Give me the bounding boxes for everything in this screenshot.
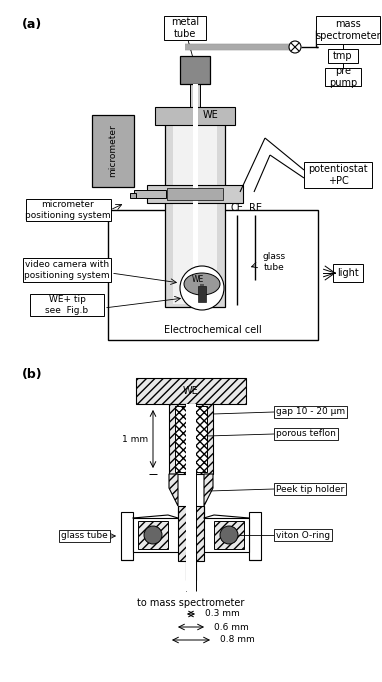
Circle shape: [180, 266, 224, 310]
Bar: [328, 49, 358, 63]
Bar: [134, 190, 166, 198]
Text: (a): (a): [22, 18, 42, 31]
Bar: [30, 294, 104, 316]
Bar: [164, 16, 206, 40]
Text: (b): (b): [22, 368, 43, 381]
Bar: [130, 193, 136, 198]
Bar: [198, 286, 206, 302]
Text: 1 mm: 1 mm: [122, 434, 148, 443]
Text: glass tube: glass tube: [61, 531, 108, 541]
Text: pre
pump: pre pump: [329, 66, 357, 88]
Text: micrometer
positioning system: micrometer positioning system: [25, 201, 111, 220]
Text: gap 10 - 20 μm: gap 10 - 20 μm: [276, 408, 345, 417]
Bar: [121, 512, 133, 560]
Bar: [180, 56, 210, 84]
Text: 0.6 mm: 0.6 mm: [214, 623, 249, 632]
Bar: [155, 107, 235, 125]
Bar: [133, 518, 249, 552]
Bar: [249, 512, 261, 560]
Bar: [167, 188, 223, 200]
Text: viton O-ring: viton O-ring: [276, 531, 330, 539]
Text: light: light: [337, 268, 359, 278]
Ellipse shape: [220, 526, 238, 544]
Bar: [214, 521, 244, 549]
Bar: [325, 68, 361, 86]
Text: Peek tip holder: Peek tip holder: [276, 484, 344, 494]
Text: potentiostat
+PC: potentiostat +PC: [308, 164, 368, 186]
Bar: [333, 264, 363, 282]
Bar: [169, 404, 213, 474]
Text: to mass spectrometer: to mass spectrometer: [137, 598, 245, 608]
Text: CE: CE: [231, 203, 243, 213]
Bar: [193, 84, 197, 279]
Text: glass
tube: glass tube: [262, 252, 286, 271]
Bar: [108, 210, 318, 340]
Bar: [175, 406, 207, 472]
Text: micrometer: micrometer: [108, 125, 118, 177]
Ellipse shape: [144, 526, 162, 544]
Text: porous teflon: porous teflon: [276, 430, 336, 439]
Text: 0.3 mm: 0.3 mm: [205, 610, 240, 619]
Bar: [23, 258, 111, 282]
Text: RE: RE: [249, 203, 262, 213]
Text: metal
tube: metal tube: [171, 17, 199, 39]
Text: tmp: tmp: [333, 51, 353, 61]
Text: mass
spectrometer: mass spectrometer: [315, 19, 381, 41]
Bar: [173, 117, 217, 304]
Bar: [178, 506, 204, 561]
Bar: [165, 112, 225, 307]
Bar: [26, 199, 110, 221]
Bar: [190, 84, 200, 279]
Text: WE: WE: [203, 110, 219, 120]
Bar: [138, 521, 168, 549]
Text: video camera with
positioning system: video camera with positioning system: [24, 261, 110, 280]
Text: WE+ tip
see  Fig.b: WE+ tip see Fig.b: [45, 295, 89, 314]
Text: WE: WE: [183, 386, 199, 396]
Bar: [256, 251, 292, 273]
Text: Electrochemical cell: Electrochemical cell: [164, 325, 262, 335]
Bar: [147, 185, 243, 203]
Text: WE: WE: [192, 276, 204, 284]
Bar: [136, 378, 246, 404]
Bar: [186, 404, 196, 591]
Polygon shape: [204, 474, 213, 506]
Ellipse shape: [184, 273, 220, 295]
Bar: [304, 162, 372, 188]
Bar: [316, 16, 380, 44]
Polygon shape: [169, 474, 178, 506]
Bar: [92, 115, 134, 187]
Text: 0.8 mm: 0.8 mm: [220, 636, 255, 644]
Bar: [200, 284, 204, 286]
Circle shape: [289, 41, 301, 53]
